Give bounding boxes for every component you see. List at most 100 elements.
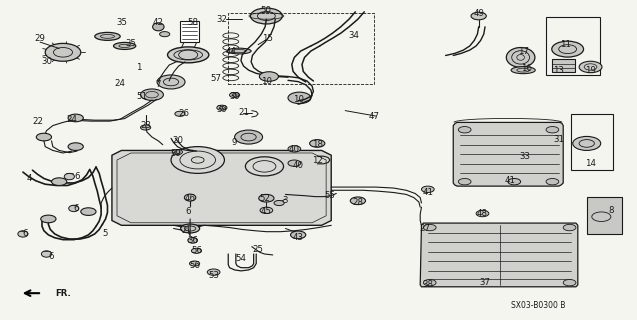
Text: 15: 15 <box>262 35 273 44</box>
Text: 54: 54 <box>236 254 247 263</box>
Text: 30: 30 <box>41 57 52 66</box>
Text: 53: 53 <box>208 271 219 280</box>
FancyBboxPatch shape <box>587 197 622 234</box>
Circle shape <box>229 92 240 98</box>
Circle shape <box>288 92 311 104</box>
Text: 1: 1 <box>136 63 142 72</box>
Text: 51: 51 <box>136 92 147 101</box>
Ellipse shape <box>180 224 199 233</box>
Text: 56: 56 <box>191 246 202 255</box>
Circle shape <box>471 12 486 20</box>
Text: 33: 33 <box>520 152 531 161</box>
Text: 10: 10 <box>261 77 272 86</box>
Polygon shape <box>454 123 563 186</box>
Circle shape <box>546 126 559 133</box>
Text: 16: 16 <box>522 64 533 73</box>
Text: 52: 52 <box>259 194 270 204</box>
Text: 13: 13 <box>554 66 564 75</box>
Text: 23: 23 <box>140 121 151 130</box>
Circle shape <box>288 146 301 152</box>
Ellipse shape <box>168 47 209 63</box>
Text: 24: 24 <box>66 115 77 124</box>
Text: 3: 3 <box>283 196 288 205</box>
Circle shape <box>459 179 471 185</box>
Circle shape <box>189 261 199 266</box>
Circle shape <box>207 269 220 275</box>
Text: 36: 36 <box>187 236 198 245</box>
Circle shape <box>350 197 366 204</box>
Text: 44: 44 <box>225 47 236 56</box>
Text: 37: 37 <box>480 278 490 287</box>
Ellipse shape <box>511 67 535 74</box>
Text: 2: 2 <box>181 226 187 235</box>
Text: FR.: FR. <box>55 289 71 298</box>
Text: 31: 31 <box>554 135 564 144</box>
Text: 56: 56 <box>189 261 200 270</box>
Text: 47: 47 <box>369 113 380 122</box>
Circle shape <box>259 195 274 202</box>
Ellipse shape <box>64 173 75 180</box>
Circle shape <box>288 160 301 166</box>
Text: 6: 6 <box>73 204 78 213</box>
Text: 10: 10 <box>292 95 304 104</box>
Circle shape <box>81 208 96 215</box>
Text: 55: 55 <box>324 191 336 200</box>
Ellipse shape <box>153 23 164 31</box>
Circle shape <box>424 224 436 231</box>
Circle shape <box>563 224 576 231</box>
Text: 40: 40 <box>292 161 304 170</box>
Ellipse shape <box>41 251 52 257</box>
Text: 39: 39 <box>217 105 227 114</box>
Text: 8: 8 <box>608 206 613 215</box>
Circle shape <box>573 136 601 150</box>
Circle shape <box>424 279 436 286</box>
Circle shape <box>459 126 471 133</box>
Text: 39: 39 <box>170 149 181 158</box>
Circle shape <box>260 207 273 213</box>
Circle shape <box>508 179 520 185</box>
Text: 41: 41 <box>505 176 516 185</box>
Ellipse shape <box>113 43 136 50</box>
Text: 22: 22 <box>32 117 43 126</box>
Circle shape <box>173 149 182 155</box>
Ellipse shape <box>227 48 251 54</box>
Text: 25: 25 <box>253 245 264 254</box>
Circle shape <box>45 44 81 61</box>
Text: 57: 57 <box>210 74 221 83</box>
Circle shape <box>191 248 201 253</box>
Text: 6: 6 <box>75 172 80 181</box>
Circle shape <box>546 179 559 185</box>
Circle shape <box>171 147 224 173</box>
Bar <box>180 21 199 42</box>
Circle shape <box>141 89 164 100</box>
Circle shape <box>422 186 434 193</box>
Text: 20: 20 <box>172 136 183 145</box>
Text: 6: 6 <box>49 252 54 261</box>
Circle shape <box>290 231 306 239</box>
Circle shape <box>52 178 67 186</box>
Ellipse shape <box>506 48 535 67</box>
Bar <box>552 59 575 72</box>
Text: 18: 18 <box>311 140 323 149</box>
Ellipse shape <box>18 231 28 237</box>
Ellipse shape <box>184 194 196 201</box>
Text: 17: 17 <box>518 46 529 56</box>
Text: 43: 43 <box>292 233 304 242</box>
Circle shape <box>579 61 602 73</box>
Circle shape <box>250 8 282 24</box>
Text: 14: 14 <box>585 159 596 168</box>
Circle shape <box>274 200 284 205</box>
Text: 24: 24 <box>115 79 125 88</box>
Text: 58: 58 <box>187 19 198 28</box>
Circle shape <box>160 32 170 37</box>
Text: 28: 28 <box>352 197 363 206</box>
Polygon shape <box>420 223 578 287</box>
Text: SX03-B0300 B: SX03-B0300 B <box>511 301 565 310</box>
Text: 49: 49 <box>473 9 484 18</box>
Ellipse shape <box>69 205 79 212</box>
Circle shape <box>476 210 489 217</box>
Text: 35: 35 <box>116 19 127 28</box>
Text: 38: 38 <box>422 280 433 289</box>
Circle shape <box>36 133 52 141</box>
Ellipse shape <box>188 237 197 243</box>
